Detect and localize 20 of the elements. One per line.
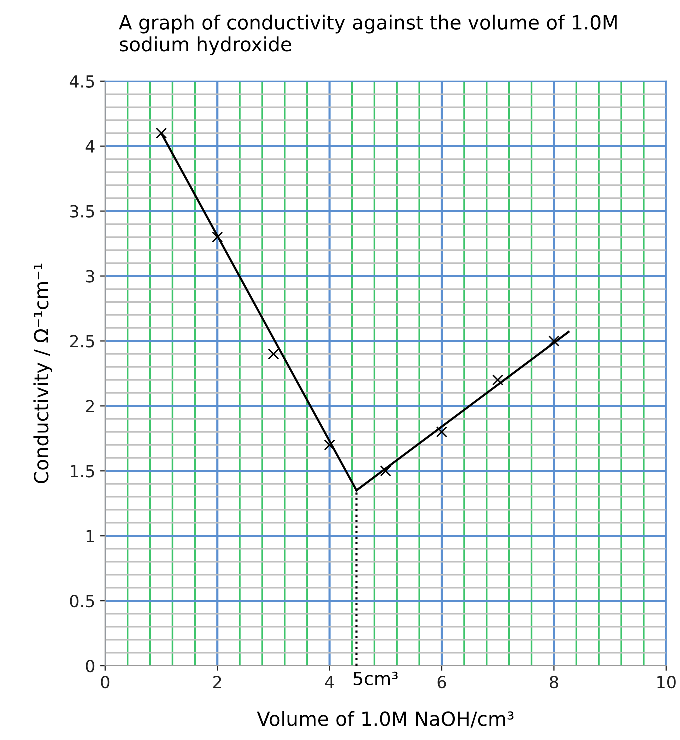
y-tick-label: 4 — [86, 140, 95, 153]
y-tick-label: 4.5 — [70, 76, 94, 88]
y-tick-label: 1.5 — [71, 465, 94, 478]
annotation: 5cm³ — [354, 672, 398, 686]
x-tick-label: 6 — [438, 676, 446, 689]
chart-title: A graph of conductivity against the volume of 1.0M sodium hydroxide — [119, 14, 617, 56]
x-tick-label: 0 — [101, 676, 110, 689]
y-tick-label: 2 — [86, 400, 94, 413]
x-tick-label: 10 — [658, 676, 676, 689]
x-tick-label: 4 — [325, 676, 334, 688]
y-tick-label: 0.5 — [70, 595, 94, 608]
y-tick-label: 3.5 — [70, 205, 94, 218]
y-axis-title: Conductivity / Ω⁻¹cm⁻¹ — [34, 264, 53, 484]
x-tick-label: 2 — [214, 676, 222, 688]
x-axis-title: Volume of 1.0M NaOH/cm³ — [257, 711, 514, 728]
y-tick-label: 0 — [86, 660, 95, 673]
y-tick-label: 1 — [86, 530, 94, 542]
y-tick-label: 3 — [86, 270, 94, 283]
y-tick-label: 2.5 — [70, 335, 94, 348]
x-tick-label: 8 — [550, 676, 558, 689]
